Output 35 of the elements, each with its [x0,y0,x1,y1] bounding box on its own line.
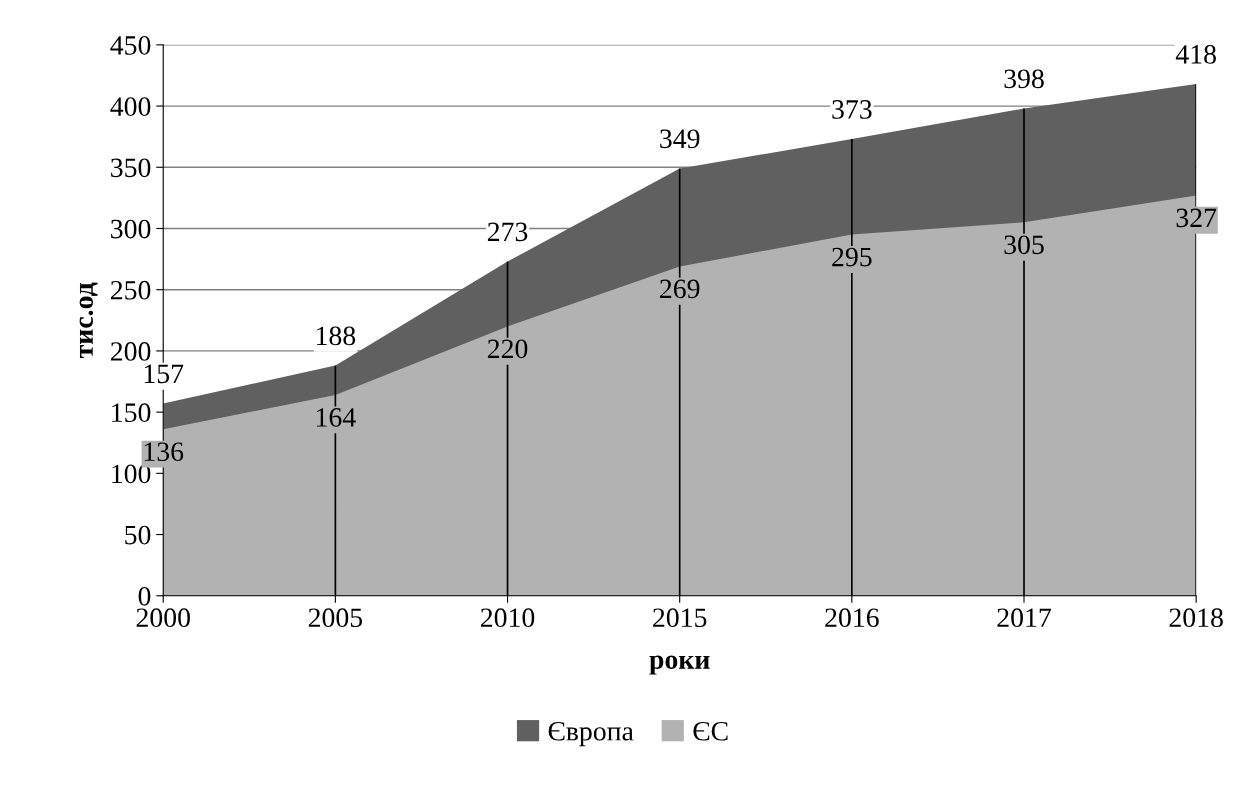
x-tick-label: 2017 [997,608,1051,628]
x-tick-label: 2000 [136,608,190,628]
y-tick-label: 250 [110,280,151,300]
data-label: 327 [1176,208,1217,228]
data-label: 136 [144,442,184,462]
legend-label: Європа [548,721,634,747]
y-tick-label: 350 [111,158,151,178]
x-tick-label: 2005 [308,608,363,628]
y-tick-label: 200 [110,342,151,361]
data-label: 398 [1004,69,1044,89]
data-label: 273 [487,222,528,242]
data-label: 305 [1004,235,1044,255]
y-tick-label: 300 [111,219,151,239]
legend-label: ЄС [693,721,728,741]
y-tick-label: 0 [138,586,151,606]
x-axis-title: роки [649,655,710,675]
x-tick-label: 2016 [825,608,879,628]
data-label: 295 [832,247,872,267]
x-tick-label: 2010 [480,608,535,628]
data-label: 269 [660,279,700,299]
data-label: 220 [487,339,528,359]
y-axis-title: тис.од [79,282,98,359]
data-label: 164 [316,408,356,427]
y-tick-label: 50 [125,525,151,545]
y-tick-label: 100 [112,464,151,484]
y-tick-label: 450 [110,36,151,55]
y-tick-label: 150 [112,403,151,423]
data-label: 188 [316,326,356,346]
x-tick-label: 2015 [653,608,707,628]
y-tick-label: 400 [110,97,151,116]
data-label: 157 [144,364,184,384]
x-tick-label: 2018 [1169,608,1223,628]
data-label: 349 [660,129,700,149]
data-label: 418 [1175,44,1216,64]
data-label: 373 [832,100,872,119]
